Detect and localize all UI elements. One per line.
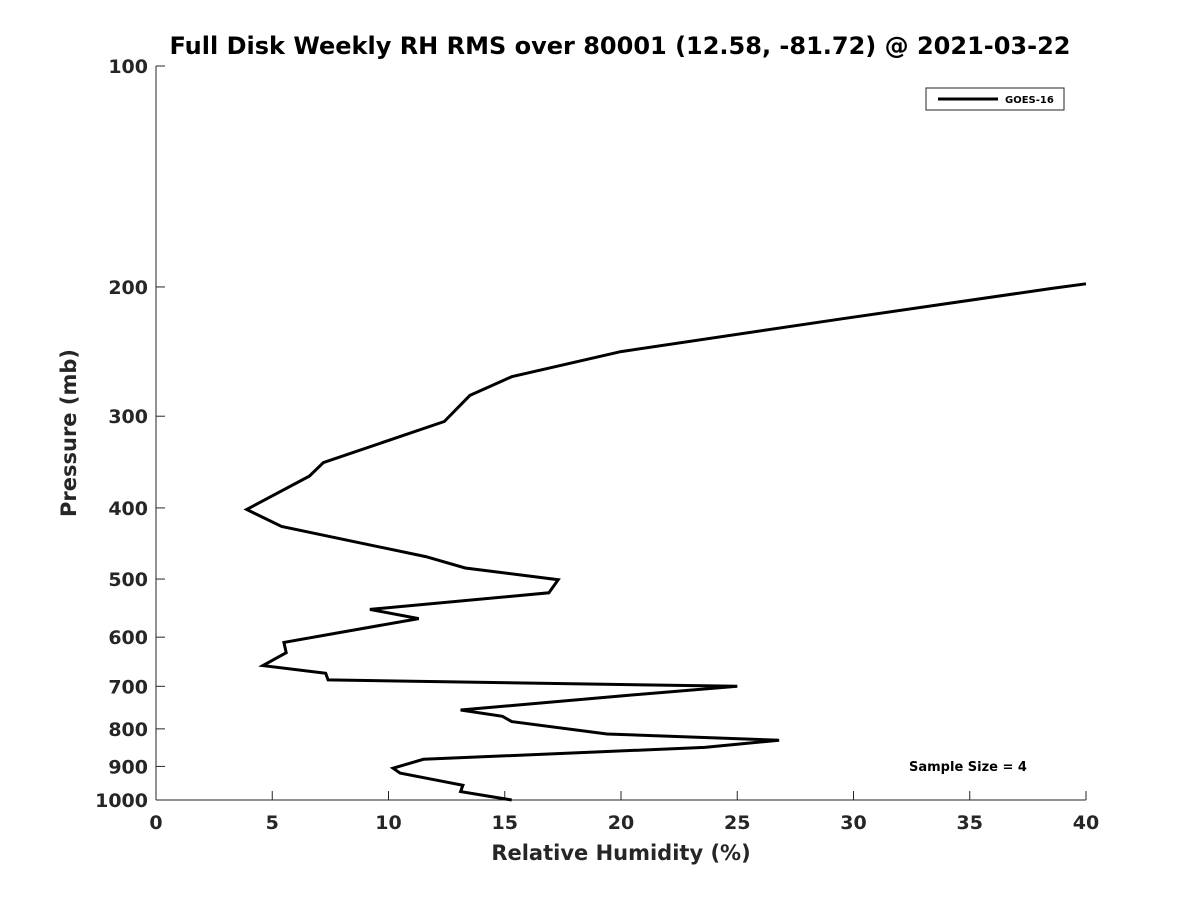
- legend-label-goes-16: GOES-16: [1005, 95, 1054, 106]
- y-tick-label: 500: [108, 569, 148, 591]
- y-tick-label: 700: [108, 676, 148, 698]
- y-tick-label: 900: [108, 756, 148, 778]
- y-tick-label: 100: [108, 56, 148, 78]
- chart-title: Full Disk Weekly RH RMS over 80001 (12.5…: [169, 32, 1070, 60]
- x-tick-label: 40: [1073, 812, 1099, 834]
- y-tick-label: 600: [108, 627, 148, 649]
- y-tick-label: 300: [108, 406, 148, 428]
- x-tick-label: 20: [608, 812, 634, 834]
- series-group: [243, 282, 1087, 802]
- legend: GOES-16: [925, 87, 1065, 111]
- y-axis-label: Pressure (mb): [57, 349, 81, 517]
- x-tick-label: 30: [840, 812, 866, 834]
- y-tick-label: 800: [108, 719, 148, 741]
- y-tick-label: 400: [108, 498, 148, 520]
- y-tick-label: 200: [108, 277, 148, 299]
- x-axis-ticks: 0 5 10 15 20 25 30 35 40: [149, 791, 1099, 834]
- y-tick-label: 1000: [95, 790, 148, 812]
- x-tick-label: 35: [957, 812, 983, 834]
- x-tick-label: 15: [492, 812, 518, 834]
- series-line-goes-16: [243, 282, 1087, 802]
- x-tick-label: 0: [149, 812, 162, 834]
- x-axis-label: Relative Humidity (%): [491, 841, 750, 865]
- y-axis-ticks: 100 200 300 400 500 600 700 800 900 1000: [95, 56, 165, 812]
- x-tick-label: 5: [266, 812, 279, 834]
- x-tick-label: 10: [375, 812, 401, 834]
- sample-size-annotation: Sample Size = 4: [909, 760, 1027, 775]
- x-tick-label: 25: [724, 812, 750, 834]
